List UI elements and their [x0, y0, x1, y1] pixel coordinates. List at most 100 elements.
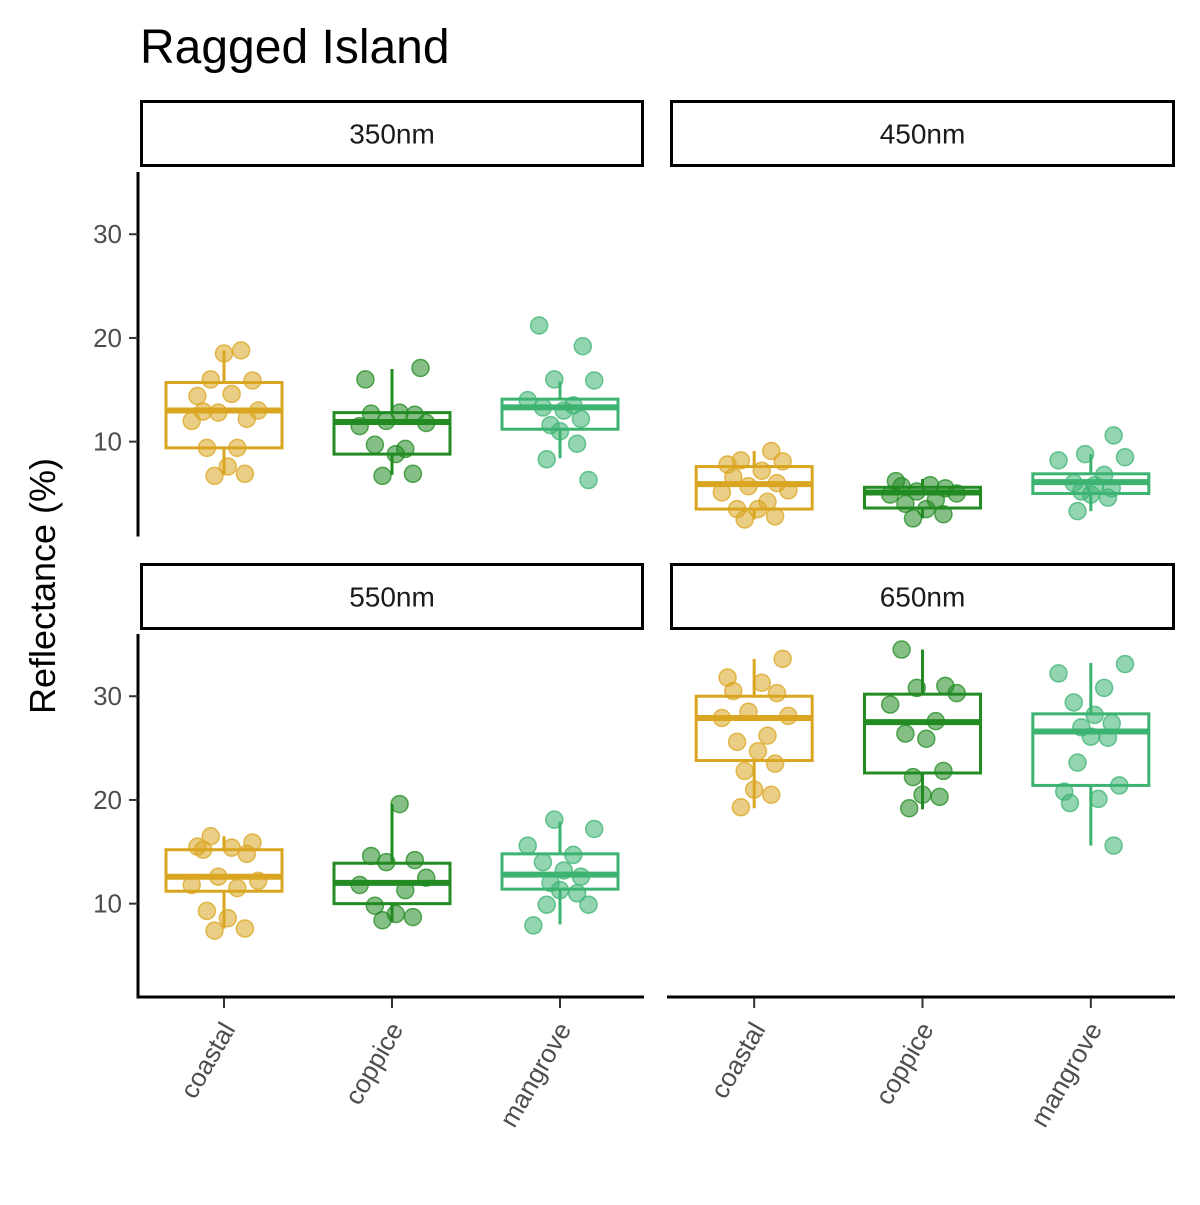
data-point-mangrove	[1068, 501, 1087, 521]
data-point-coastal	[748, 741, 768, 761]
data-point-coastal	[735, 761, 754, 781]
data-point-coastal	[188, 386, 207, 406]
x-tick-label-coastal: coastal	[174, 1017, 241, 1103]
data-point-mangrove	[571, 409, 591, 429]
data-point-coastal	[228, 438, 247, 458]
data-point-mangrove	[1081, 485, 1101, 504]
facet-panel-450nm: 450nm	[670, 100, 1175, 529]
x-tick-label-coppice: coppice	[338, 1017, 409, 1110]
data-point-coastal	[201, 370, 220, 389]
data-point-mangrove	[579, 470, 598, 490]
data-point-coppice	[903, 767, 923, 787]
data-point-coppice	[365, 435, 385, 455]
data-point-mangrove	[554, 401, 574, 420]
facet-panel-650nm: 650nm coastal coppice mangrove	[667, 563, 1175, 1132]
data-point-coastal	[752, 461, 772, 480]
data-point-coastal	[218, 908, 238, 928]
data-point-coppice	[917, 499, 936, 519]
data-point-coppice	[416, 413, 436, 433]
data-point-coppice	[903, 509, 923, 528]
data-point-coastal	[228, 878, 247, 898]
data-point-coastal	[231, 341, 251, 360]
data-point-coppice	[361, 404, 381, 423]
data-point-mangrove	[567, 884, 587, 903]
data-point-mangrove	[545, 810, 564, 829]
facet-strip-label: 650nm	[880, 582, 966, 613]
data-point-mangrove	[1110, 776, 1129, 795]
data-point-coastal	[712, 708, 732, 728]
data-point-coppice	[926, 711, 946, 731]
data-point-coppice	[896, 494, 915, 514]
data-point-coastal	[739, 702, 758, 722]
data-point-coastal	[209, 403, 228, 422]
data-point-mangrove	[1098, 728, 1118, 747]
data-point-coppice	[934, 505, 953, 524]
data-point-mangrove	[1104, 426, 1123, 445]
data-point-coastal	[744, 780, 764, 799]
facet-panel-350nm: 350nm 10 20 30	[93, 100, 644, 537]
data-point-mangrove	[1060, 793, 1080, 813]
data-point-coastal	[237, 844, 257, 864]
data-point-mangrove	[571, 867, 591, 886]
data-point-coastal	[712, 483, 732, 502]
data-point-coppice	[930, 787, 949, 807]
data-point-coastal	[748, 499, 768, 519]
data-point-coppice	[365, 896, 385, 915]
x-tick-label-mangrove: mangrove	[1024, 1017, 1108, 1132]
data-point-mangrove	[533, 852, 553, 872]
facet-panel-550nm: 550nm 10 20 30 coastal coppice mangrove	[93, 563, 644, 1132]
data-point-coppice	[405, 850, 425, 870]
data-point-coastal	[779, 481, 798, 500]
data-point-mangrove	[573, 336, 593, 356]
data-point-mangrove	[550, 422, 570, 441]
data-point-mangrove	[1085, 705, 1104, 725]
data-point-mangrove	[518, 390, 537, 410]
data-point-coastal	[182, 875, 201, 895]
y-tick-label: 10	[93, 889, 122, 919]
data-point-mangrove	[1115, 447, 1135, 467]
data-point-coastal	[752, 673, 772, 692]
data-point-coastal	[765, 507, 785, 526]
data-point-coppice	[390, 794, 409, 814]
data-point-coastal	[724, 467, 743, 487]
data-point-coastal	[758, 726, 777, 745]
data-point-mangrove	[584, 819, 604, 839]
data-point-coastal	[762, 441, 781, 461]
data-point-mangrove	[1049, 664, 1068, 683]
data-point-coastal	[205, 921, 224, 940]
data-point-coppice	[350, 416, 369, 436]
data-point-coppice	[411, 358, 430, 378]
facet-panels: 350nm 10 20 30 450nm 550nm 10 20 30 coastal coppic…	[93, 100, 1175, 1132]
data-point-coastal	[197, 438, 217, 458]
data-point-mangrove	[584, 371, 604, 390]
data-point-coppice	[913, 785, 932, 805]
data-point-mangrove	[1115, 654, 1135, 674]
box-coppice	[863, 649, 982, 810]
x-tick-label-mangrove: mangrove	[493, 1017, 577, 1132]
y-axis-title: Reflectance (%)	[22, 458, 63, 714]
data-point-mangrove	[537, 450, 556, 469]
x-tick-label-coppice: coppice	[869, 1017, 940, 1110]
data-point-coppice	[892, 640, 911, 659]
data-point-coastal	[218, 457, 238, 476]
data-point-mangrove	[529, 316, 549, 335]
facet-strip-label: 550nm	[349, 582, 435, 613]
data-point-coastal	[182, 411, 201, 431]
data-point-coastal	[779, 706, 798, 726]
data-point-coastal	[248, 871, 268, 891]
data-point-coppice	[350, 875, 369, 895]
data-point-coppice	[373, 466, 392, 486]
data-point-coastal	[209, 867, 228, 886]
y-tick-label: 20	[93, 785, 122, 815]
data-point-coppice	[907, 678, 927, 698]
data-point-coastal	[767, 683, 787, 703]
data-point-coppice	[899, 798, 919, 818]
data-point-coastal	[205, 466, 224, 486]
data-point-coastal	[739, 477, 758, 496]
facet-strip-box	[140, 100, 644, 167]
data-point-mangrove	[1064, 693, 1083, 712]
data-point-mangrove	[550, 880, 570, 900]
data-point-coastal	[773, 452, 792, 471]
